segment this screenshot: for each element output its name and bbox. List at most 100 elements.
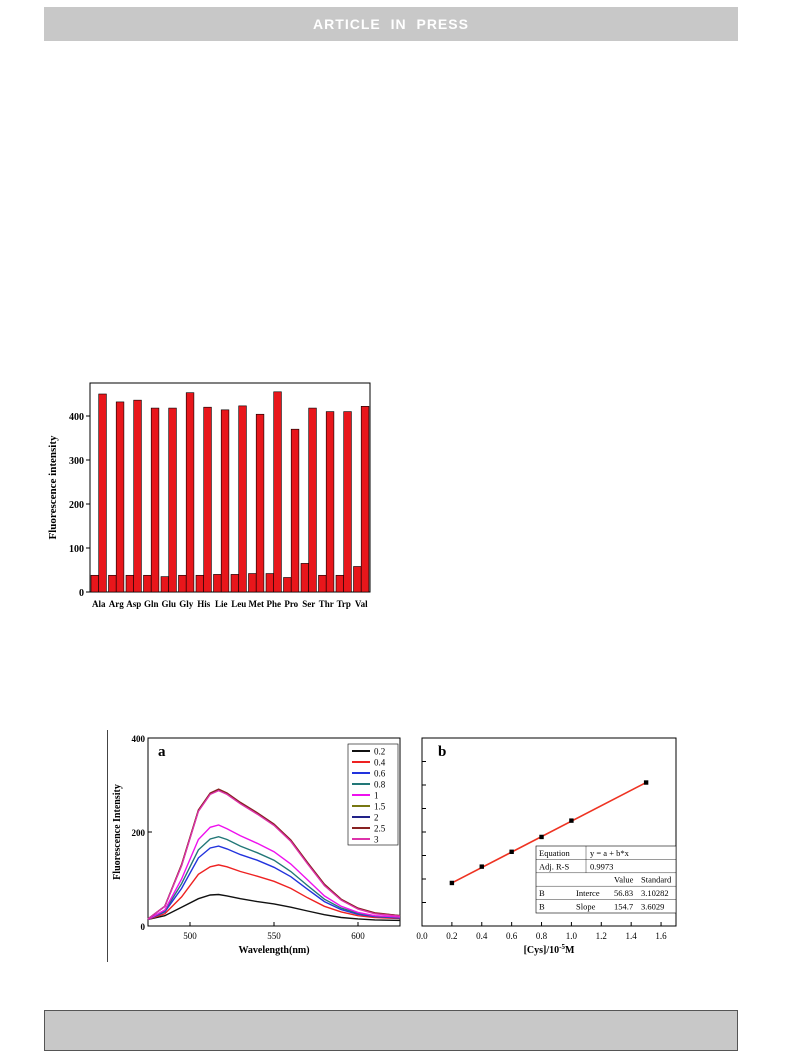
x-tick-label: Trp — [337, 599, 351, 609]
x-tick-label: Gln — [144, 599, 159, 609]
stats-name: Slope — [576, 902, 596, 912]
series-line-0-4 — [147, 864, 401, 921]
stats-equation: y = a + b*x — [590, 848, 630, 858]
y-tick-label: 200 — [69, 500, 84, 511]
legend-entry: 2 — [374, 813, 379, 823]
x-axis-label: Wavelength(nm) — [238, 945, 309, 956]
bar-cys-trp — [343, 411, 352, 593]
series-line-0-6 — [147, 845, 401, 921]
bar-blank-trp — [335, 574, 344, 593]
banner-text: ARTICLE IN PRESS — [313, 16, 469, 32]
legend-entry: 0.2 — [374, 747, 385, 757]
legend-entry: 0.8 — [374, 780, 386, 790]
x-tick-label: Ser — [302, 599, 315, 609]
y-tick-label: 300 — [69, 456, 84, 467]
x-tick-label: 1.4 — [626, 931, 638, 941]
data-point — [643, 780, 649, 785]
bar-cys-phe — [273, 391, 282, 593]
x-tick-label: 0.4 — [476, 931, 488, 941]
x-tick-label: 1.2 — [596, 931, 607, 941]
series-line-0-2 — [147, 893, 401, 922]
bar-blank-ala — [90, 574, 99, 593]
y-axis-label: Fluorescence intensity — [47, 435, 59, 539]
bar-cys-asp — [133, 399, 142, 593]
fluorescence-spectra-chart: 500 550 600 0 200 400 Wavelength(nm) Fluorescen… — [112, 734, 401, 956]
bar-blank-glu — [160, 576, 169, 593]
data-point — [539, 834, 544, 840]
bar-cys-thr — [325, 411, 335, 593]
x-tick-label: 0.0 — [416, 931, 428, 941]
bar-cys-gln — [150, 407, 160, 593]
legend-entry: 0.6 — [374, 769, 386, 779]
x-tick-label: Ala — [92, 599, 106, 609]
x-tick-label: 550 — [267, 931, 281, 941]
stats-r-value: 0.9973 — [590, 861, 613, 871]
x-tick-label: 0.6 — [506, 931, 518, 941]
bar-blank-arg — [108, 574, 117, 593]
legend-entry: 3 — [374, 835, 379, 845]
bar-blank-ser — [300, 563, 309, 593]
fit-line — [451, 781, 647, 884]
x-tick-label: Glu — [161, 599, 176, 609]
stats-name: Interce — [576, 888, 600, 898]
x-tick-label: Phe — [267, 599, 282, 609]
bar-blank-phe — [265, 573, 274, 593]
bar-cys-met — [255, 413, 265, 593]
data-point — [509, 849, 514, 854]
y-axis-label: Fluorescence Intensity — [112, 784, 123, 880]
x-tick-label: Gly — [179, 599, 194, 609]
legend-entry: 1 — [374, 791, 379, 801]
data-point — [479, 864, 484, 869]
bar-blank-asp — [125, 574, 134, 593]
bar-cys-ser — [308, 407, 317, 593]
stats-value: 56.83 — [614, 888, 633, 898]
x-tick-label: 1.0 — [566, 931, 578, 941]
stats-table — [535, 845, 677, 914]
footer-box — [44, 1010, 738, 1051]
amino-acid-bar-chart: Ala Arg Asp Gln Glu Gly His Lie Leu Met Phe Pro Ser T… — [47, 382, 371, 609]
y-tick-label: 400 — [69, 412, 84, 423]
x-tick-label: Pro — [284, 599, 298, 609]
bar-cys-val — [360, 406, 370, 593]
calibration-scatter-chart: 0.0 0.2 0.4 0.6 0.8 1.0 1.2 1.4 1.6 b [Cys]/10-5M E… — [416, 737, 677, 956]
x-tick-label: His — [197, 599, 211, 609]
plot-frame — [89, 382, 371, 593]
bar-blank-gly — [178, 574, 187, 593]
bar-blank-pro — [283, 577, 292, 593]
x-tick-label: 0.2 — [446, 931, 457, 941]
x-tick-label: 600 — [351, 931, 365, 941]
bar-blank-thr — [318, 574, 327, 593]
data-point — [449, 880, 455, 886]
bar-cys-arg — [115, 401, 125, 593]
y-tick-label: 200 — [132, 828, 146, 838]
bar-cys-his — [203, 406, 212, 593]
x-tick-label: 1.6 — [655, 931, 667, 941]
bar-cys-glu — [168, 407, 177, 593]
bar-cys-lie — [220, 409, 230, 593]
bar-cys-gly — [185, 392, 195, 593]
series-line-0-8 — [147, 835, 401, 921]
y-tick-label: 400 — [132, 734, 146, 744]
panel-label-a: a — [158, 744, 166, 760]
x-tick-label: Val — [355, 599, 368, 609]
bar-cys-leu — [238, 405, 247, 593]
bar-blank-val — [353, 566, 362, 593]
x-tick-label: Lie — [215, 599, 228, 609]
x-tick-label: Asp — [126, 599, 141, 609]
x-tick-label: Met — [249, 599, 265, 609]
legend-entry: 1.5 — [374, 802, 386, 812]
x-tick-label: Leu — [231, 599, 246, 609]
y-tick-label: 100 — [69, 544, 84, 555]
figure-panel-border — [107, 730, 685, 962]
series-line-1 — [147, 824, 401, 921]
legend-entry: 2.5 — [374, 824, 386, 834]
stats-r-label: Adj. R-S — [539, 861, 570, 871]
bar-cys-pro — [290, 428, 300, 593]
x-tick-label: 0.8 — [536, 931, 548, 941]
y-tick-label: 0 — [141, 922, 146, 932]
stats-col-value: Value — [614, 875, 634, 885]
stats-std: 3.6029 — [641, 902, 664, 912]
stats-param: B — [539, 888, 545, 898]
x-tick-label: 500 — [183, 931, 197, 941]
series-line-3 — [147, 789, 401, 920]
